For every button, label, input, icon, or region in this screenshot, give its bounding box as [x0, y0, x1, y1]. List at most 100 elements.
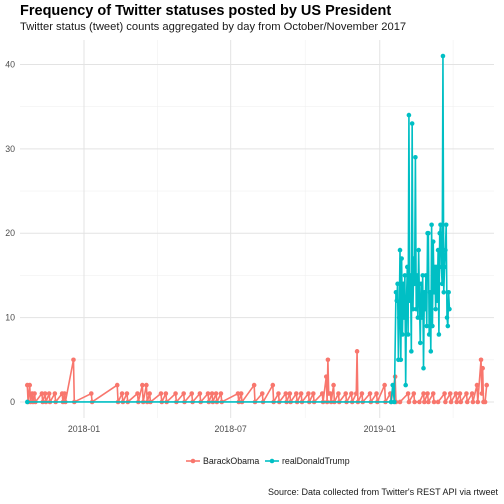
data-point — [235, 391, 241, 396]
data-point — [276, 391, 281, 396]
data-point — [409, 121, 415, 126]
data-point — [437, 230, 443, 236]
data-point — [181, 391, 186, 396]
data-point — [144, 382, 149, 388]
data-point — [423, 273, 429, 278]
legend-key-realDonaldTrump: realDonaldTrump — [265, 456, 350, 466]
data-point — [397, 399, 403, 405]
legend-label: realDonaldTrump — [282, 456, 350, 466]
data-point — [397, 247, 403, 253]
data-point — [474, 382, 480, 388]
data-point — [238, 391, 244, 396]
data-point — [402, 273, 408, 278]
data-point — [420, 273, 426, 278]
data-point — [392, 399, 397, 405]
data-point — [173, 391, 178, 396]
data-point — [359, 391, 365, 396]
chart-subtitle: Twitter status (tweet) counts aggregated… — [20, 21, 407, 33]
data-point — [382, 382, 387, 388]
data-point — [319, 391, 325, 396]
data-point — [427, 289, 433, 295]
x-tick-label: 2018-01 — [68, 424, 100, 434]
data-point — [46, 391, 52, 396]
data-point — [404, 298, 409, 304]
data-point — [431, 399, 437, 405]
data-point — [311, 391, 316, 396]
data-point — [89, 391, 94, 396]
data-point — [343, 391, 349, 396]
data-point — [400, 332, 405, 337]
data-point — [413, 154, 418, 160]
data-point — [438, 222, 443, 228]
data-point — [453, 391, 459, 396]
data-point — [158, 391, 164, 396]
legend-key-point — [190, 458, 196, 464]
data-point — [439, 264, 444, 270]
data-point — [393, 289, 399, 295]
data-point — [306, 391, 311, 396]
data-point — [430, 391, 436, 396]
data-point — [405, 391, 411, 396]
legend: BarackObama realDonaldTrump — [186, 456, 350, 466]
data-point — [479, 391, 485, 396]
data-point — [443, 247, 448, 253]
data-point — [412, 399, 417, 405]
data-point — [406, 399, 412, 405]
data-point — [52, 391, 58, 396]
series-layer — [24, 53, 490, 405]
data-point — [482, 399, 488, 405]
data-point — [197, 391, 203, 396]
data-point — [439, 281, 445, 287]
series-line — [27, 55, 451, 403]
data-point — [464, 399, 470, 405]
legend-key-point — [269, 458, 275, 464]
data-point — [399, 256, 404, 261]
data-point — [336, 391, 341, 396]
axis-tick-labels: 0 10 20 30 40 2018-01 2018-07 2019-01 — [5, 59, 396, 434]
data-point — [447, 306, 452, 312]
data-point — [135, 391, 140, 396]
data-point — [396, 315, 402, 320]
x-tick-label: 2019-01 — [364, 424, 396, 434]
data-point — [124, 391, 130, 396]
data-point — [445, 323, 451, 329]
y-tick-label: 0 — [10, 397, 15, 407]
data-point — [71, 357, 76, 363]
data-point — [409, 349, 414, 354]
data-point — [189, 391, 195, 396]
data-point — [421, 391, 426, 396]
data-point — [444, 315, 450, 320]
data-point — [413, 306, 419, 312]
data-point — [405, 264, 410, 270]
data-point — [428, 349, 434, 354]
data-point — [430, 239, 436, 244]
data-point — [442, 391, 447, 396]
data-point — [367, 391, 373, 396]
data-point — [323, 374, 329, 379]
data-point — [442, 264, 447, 270]
data-point — [395, 281, 400, 287]
data-point — [417, 340, 423, 346]
data-point — [401, 315, 407, 320]
data-point — [270, 382, 276, 388]
data-point — [458, 399, 464, 405]
data-point — [434, 298, 440, 304]
data-point — [426, 399, 431, 405]
data-point — [415, 315, 421, 320]
data-point — [430, 323, 435, 329]
data-point — [475, 399, 481, 405]
data-point — [259, 391, 265, 396]
data-point — [328, 391, 333, 396]
data-point — [431, 289, 437, 295]
y-tick-label: 20 — [5, 228, 15, 238]
data-point — [448, 399, 454, 405]
data-point — [287, 391, 293, 396]
data-point — [422, 289, 427, 295]
data-point — [424, 323, 430, 329]
data-point — [435, 247, 441, 253]
data-point — [480, 365, 485, 371]
data-point — [24, 399, 30, 405]
data-point — [436, 332, 442, 337]
data-point — [331, 382, 336, 388]
